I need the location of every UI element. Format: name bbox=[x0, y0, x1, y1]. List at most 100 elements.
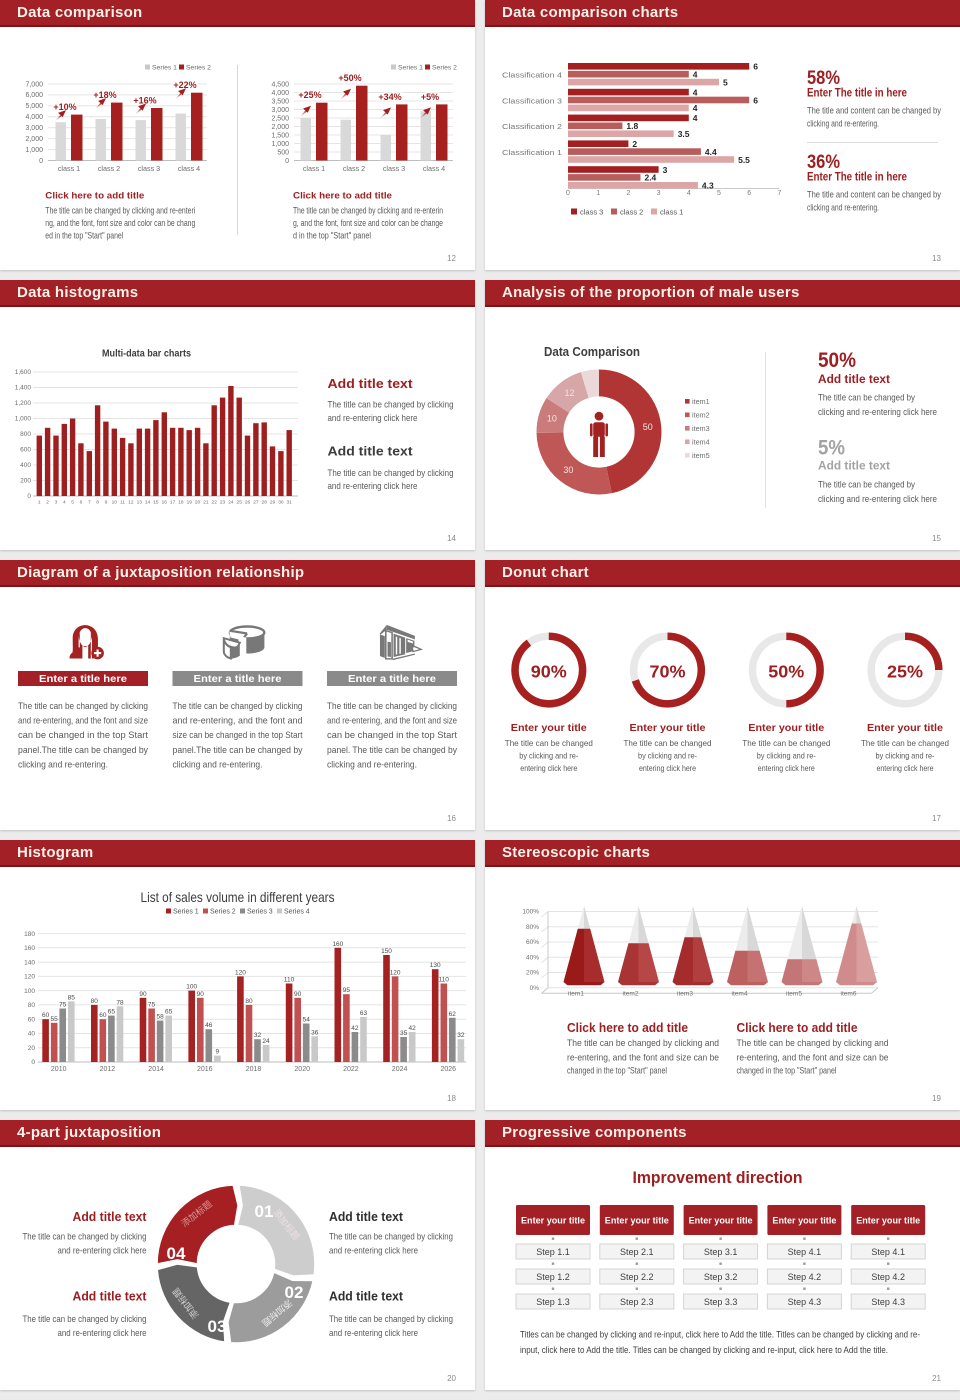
svg-text:Titles can be changed by click: Titles can be changed by clicking and re… bbox=[520, 1330, 920, 1340]
svg-text:The title can be changed by cl: The title can be changed by clicking bbox=[329, 1231, 453, 1241]
svg-text:class 2: class 2 bbox=[343, 164, 365, 173]
svg-text:Step 4.2: Step 4.2 bbox=[871, 1272, 905, 1282]
svg-text:The title can be changed by cl: The title can be changed by clicking and bbox=[567, 1038, 719, 1048]
svg-text:and re-entering click here: and re-entering click here bbox=[329, 1246, 418, 1256]
svg-text:Classification 1: Classification 1 bbox=[502, 148, 562, 157]
svg-text:58%: 58% bbox=[807, 68, 840, 89]
svg-text:50: 50 bbox=[643, 422, 653, 432]
svg-text:32: 32 bbox=[254, 1032, 262, 1039]
svg-text:Step 3.1: Step 3.1 bbox=[704, 1247, 738, 1257]
svg-text:entering click here: entering click here bbox=[639, 763, 696, 773]
svg-text:class 3: class 3 bbox=[138, 164, 160, 173]
svg-text:+5%: +5% bbox=[421, 92, 439, 102]
svg-text:22: 22 bbox=[212, 500, 218, 506]
svg-text:80: 80 bbox=[28, 1002, 36, 1009]
svg-text:The title and content can be c: The title and content can be changed by bbox=[807, 189, 941, 199]
svg-text:Add title text: Add title text bbox=[329, 1210, 404, 1224]
svg-text:0: 0 bbox=[566, 190, 570, 197]
svg-text:36: 36 bbox=[311, 1029, 319, 1036]
svg-text:800: 800 bbox=[20, 431, 31, 438]
svg-text:28: 28 bbox=[262, 500, 268, 506]
svg-text:Add title text: Add title text bbox=[328, 444, 414, 459]
svg-text:58: 58 bbox=[156, 1014, 164, 1021]
svg-text:5: 5 bbox=[723, 77, 728, 87]
svg-text:42: 42 bbox=[409, 1025, 417, 1032]
svg-text:by clicking and re-: by clicking and re- bbox=[757, 751, 816, 761]
svg-text:110: 110 bbox=[284, 977, 295, 984]
svg-text:60: 60 bbox=[42, 1012, 50, 1019]
svg-text:changed in the top "Start" pan: changed in the top "Start" panel bbox=[567, 1066, 667, 1076]
svg-text:0%: 0% bbox=[530, 985, 540, 992]
svg-text:The title can be changed by cl: The title can be changed by clicking bbox=[327, 701, 457, 711]
svg-text:class 3: class 3 bbox=[383, 164, 405, 173]
svg-text:Series 2: Series 2 bbox=[186, 65, 211, 72]
svg-text:The title can be changed by cl: The title can be changed by clicking bbox=[173, 701, 303, 711]
svg-text:clicking and re-entering click: clicking and re-entering click here bbox=[818, 494, 937, 504]
svg-text:and re-entering click here: and re-entering click here bbox=[329, 1328, 418, 1338]
svg-text:and re-entering click here: and re-entering click here bbox=[58, 1328, 147, 1338]
svg-text:30: 30 bbox=[278, 500, 284, 506]
svg-text:entering click here: entering click here bbox=[520, 763, 577, 773]
svg-text:32: 32 bbox=[457, 1032, 465, 1039]
svg-text:+10%: +10% bbox=[53, 102, 76, 112]
svg-text:4: 4 bbox=[693, 87, 698, 97]
svg-text:500: 500 bbox=[277, 149, 289, 156]
svg-text:12: 12 bbox=[128, 500, 134, 506]
svg-text:Step 4.1: Step 4.1 bbox=[871, 1247, 905, 1257]
svg-text:29: 29 bbox=[270, 500, 276, 506]
svg-text:2: 2 bbox=[632, 139, 637, 149]
svg-text:0: 0 bbox=[27, 493, 31, 500]
svg-text:re-entering, and the font and: re-entering, and the font and size can b… bbox=[567, 1053, 719, 1063]
svg-text:3: 3 bbox=[55, 500, 58, 506]
svg-text:Enter your title: Enter your title bbox=[748, 722, 824, 734]
svg-text:The title can be changed by cl: The title can be changed by clicking and… bbox=[293, 205, 443, 215]
svg-text:4: 4 bbox=[63, 500, 66, 506]
svg-text:Step 4.1: Step 4.1 bbox=[788, 1247, 822, 1257]
svg-text:Series 3: Series 3 bbox=[247, 909, 273, 916]
svg-text:120: 120 bbox=[24, 974, 35, 981]
svg-text:Classification 3: Classification 3 bbox=[502, 96, 562, 105]
svg-text:40: 40 bbox=[28, 1031, 36, 1038]
svg-text:Add title text: Add title text bbox=[328, 376, 414, 391]
svg-text:4.3: 4.3 bbox=[702, 181, 714, 191]
svg-text:95: 95 bbox=[343, 987, 351, 994]
svg-text:d in the top "Start" panel: d in the top "Start" panel bbox=[293, 231, 371, 241]
svg-text:78: 78 bbox=[116, 999, 124, 1006]
svg-text:panel.The title can be changed: panel.The title can be changed by bbox=[18, 745, 148, 755]
svg-text:Add title text: Add title text bbox=[73, 1290, 148, 1304]
svg-text:200: 200 bbox=[20, 478, 31, 485]
svg-text:31: 31 bbox=[287, 500, 293, 506]
svg-text:70%: 70% bbox=[650, 662, 686, 682]
svg-text:2,000: 2,000 bbox=[25, 136, 43, 143]
svg-text:2024: 2024 bbox=[392, 1066, 408, 1073]
svg-text:by clicking and re-: by clicking and re- bbox=[876, 751, 935, 761]
svg-text:5.5: 5.5 bbox=[738, 155, 750, 165]
svg-text:110: 110 bbox=[439, 977, 450, 984]
svg-text:80: 80 bbox=[91, 998, 99, 1005]
svg-text:2: 2 bbox=[46, 500, 49, 506]
svg-text:20: 20 bbox=[195, 500, 201, 506]
svg-text:2014: 2014 bbox=[148, 1066, 164, 1073]
svg-text:The title can be changed by cl: The title can be changed by clicking bbox=[23, 1314, 147, 1324]
svg-text:and re-entering click here: and re-entering click here bbox=[328, 413, 418, 423]
svg-text:40%: 40% bbox=[526, 954, 539, 961]
svg-text:80%: 80% bbox=[526, 924, 539, 931]
svg-text:Click here to add title: Click here to add title bbox=[567, 1021, 688, 1035]
svg-text:9: 9 bbox=[105, 500, 108, 506]
svg-text:18: 18 bbox=[178, 500, 184, 506]
svg-text:item1: item1 bbox=[568, 991, 584, 998]
svg-text:Step 3.3: Step 3.3 bbox=[704, 1297, 738, 1307]
svg-text:by clicking and re-: by clicking and re- bbox=[519, 751, 578, 761]
svg-text:panel. The title can be change: panel. The title can be changed by bbox=[327, 745, 457, 755]
svg-text:5,000: 5,000 bbox=[25, 103, 43, 110]
svg-text:120: 120 bbox=[235, 969, 246, 976]
svg-text:1,500: 1,500 bbox=[271, 132, 289, 139]
svg-text:item2: item2 bbox=[692, 410, 710, 419]
svg-text:50%: 50% bbox=[768, 662, 804, 682]
svg-text:42: 42 bbox=[351, 1025, 359, 1032]
svg-text:Enter The title in here: Enter The title in here bbox=[807, 172, 907, 184]
svg-text:16: 16 bbox=[162, 500, 168, 506]
svg-text:2010: 2010 bbox=[51, 1066, 67, 1073]
svg-text:04: 04 bbox=[167, 1244, 186, 1263]
svg-text:class 1: class 1 bbox=[303, 164, 325, 173]
